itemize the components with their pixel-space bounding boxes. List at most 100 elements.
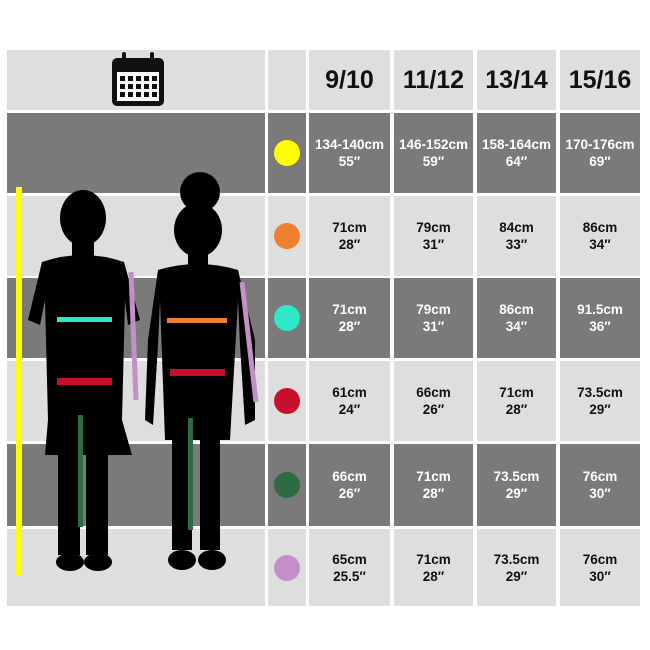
measure-swatch-cell [268,196,306,276]
value-cm: 71cm [332,220,367,235]
value-in: 30″ [589,568,611,584]
size-value-cell: 73.5cm 29″ [477,529,556,606]
value-in: 26″ [422,402,445,417]
value-cm: 61cm [332,385,367,400]
size-value-cell: 84cm 33″ [477,196,556,276]
value-cm: 76cm [582,469,618,484]
size-value-cell: 76cm 30″ [560,529,640,606]
value-in: 64″ [505,154,528,169]
measure-color-dot [274,554,300,581]
size-value-cell: 66cm 26″ [394,361,473,441]
measure-swatch-cell [268,278,306,358]
chest-line-girl [167,318,227,323]
size-value-cell: 73.5cm 29″ [477,444,556,526]
value-cm: 91.5cm [577,302,623,317]
value-in: 28″ [422,486,445,501]
figure-band [7,113,265,193]
value-cm: 134-140cm [314,137,385,152]
size-value-cell: 79cm 31″ [394,278,473,358]
inseam-line-boy [78,415,83,527]
value-cm: 71cm [416,469,451,484]
measure-swatch-cell [268,444,306,526]
value-cm: 86cm [582,220,618,235]
value-cm: 66cm [332,469,367,484]
size-value-cell: 79cm 31″ [394,196,473,276]
size-value-cell: 91.5cm 36″ [560,278,640,358]
value-in: 28″ [422,568,445,584]
measure-swatch-cell [268,113,306,193]
value-cm: 158-164cm [481,137,552,152]
value-in: 30″ [589,486,611,501]
value-in: 24″ [338,402,361,417]
value-cm: 170-176cm [565,137,635,152]
measure-swatch-cell [268,361,306,441]
value-cm: 146-152cm [398,137,469,152]
value-cm: 71cm [499,385,534,400]
age-header: 9/10 [309,50,390,110]
value-in: 28″ [338,237,361,252]
value-in: 28″ [338,319,361,334]
size-value-cell: 65cm 25.5″ [309,529,390,606]
value-in: 25.5″ [333,568,366,584]
value-cm: 86cm [499,302,534,317]
value-in: 26″ [338,486,361,501]
value-in: 34″ [589,237,611,252]
measure-color-dot [274,223,300,249]
size-value-cell: 76cm 30″ [560,444,640,526]
value-cm: 76cm [582,551,618,567]
value-in: 29″ [505,568,528,584]
inseam-line-girl [188,418,193,530]
size-value-cell: 71cm 28″ [394,529,473,606]
size-value-cell: 170-176cm 69″ [560,113,640,193]
age-header: 13/14 [477,50,556,110]
value-in: 28″ [505,402,528,417]
size-value-cell: 86cm 34″ [560,196,640,276]
sleeve-line-girl [239,281,259,403]
waist-line-girl [170,369,225,376]
girl-silhouette [145,172,255,570]
value-cm: 84cm [499,220,534,235]
size-value-cell: 86cm 34″ [477,278,556,358]
chest-line-boy [57,317,112,322]
figure-band [7,529,265,606]
value-cm: 71cm [416,551,451,567]
size-value-cell: 71cm 28″ [394,444,473,526]
value-in: 55″ [338,154,361,169]
measure-color-dot [274,472,300,498]
size-value-cell: 66cm 26″ [309,444,390,526]
value-in: 36″ [589,319,611,334]
size-value-cell: 61cm 24″ [309,361,390,441]
value-cm: 65cm [332,551,367,567]
value-cm: 73.5cm [493,469,540,484]
measure-swatch-cell [268,529,306,606]
measure-color-dot [274,388,300,414]
value-in: 31″ [422,237,445,252]
value-in: 59″ [422,154,445,169]
value-cm: 73.5cm [493,551,540,567]
height-line [16,187,22,575]
header-blank-cell [268,50,306,110]
size-value-cell: 71cm 28″ [309,196,390,276]
value-cm: 66cm [416,385,451,400]
measure-color-dot [274,140,300,166]
age-header: 11/12 [394,50,473,110]
value-in: 29″ [589,402,611,417]
value-in: 34″ [505,319,528,334]
value-cm: 71cm [332,302,367,317]
size-value-cell: 71cm 28″ [309,278,390,358]
age-header: 15/16 [560,50,640,110]
size-value-cell: 158-164cm 64″ [477,113,556,193]
measure-color-dot [274,305,300,331]
value-in: 29″ [505,486,528,501]
value-cm: 79cm [416,220,451,235]
boy-silhouette [28,190,140,571]
sleeve-line-boy [128,271,139,401]
value-in: 31″ [422,319,445,334]
size-value-cell: 146-152cm 59″ [394,113,473,193]
size-value-cell: 73.5cm 29″ [560,361,640,441]
value-cm: 73.5cm [577,385,623,400]
value-in: 69″ [589,154,611,169]
figure-band [7,444,265,526]
